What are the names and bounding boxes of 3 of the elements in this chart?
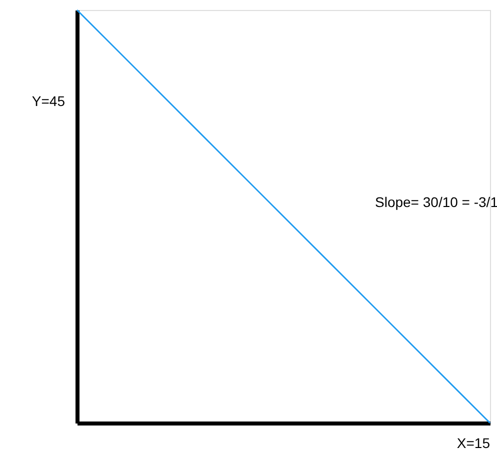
annotation: Slope= 30/10 = -3/1 <box>375 194 497 210</box>
annotation: Y=45 <box>32 93 66 109</box>
text: X=15 <box>456 435 490 451</box>
